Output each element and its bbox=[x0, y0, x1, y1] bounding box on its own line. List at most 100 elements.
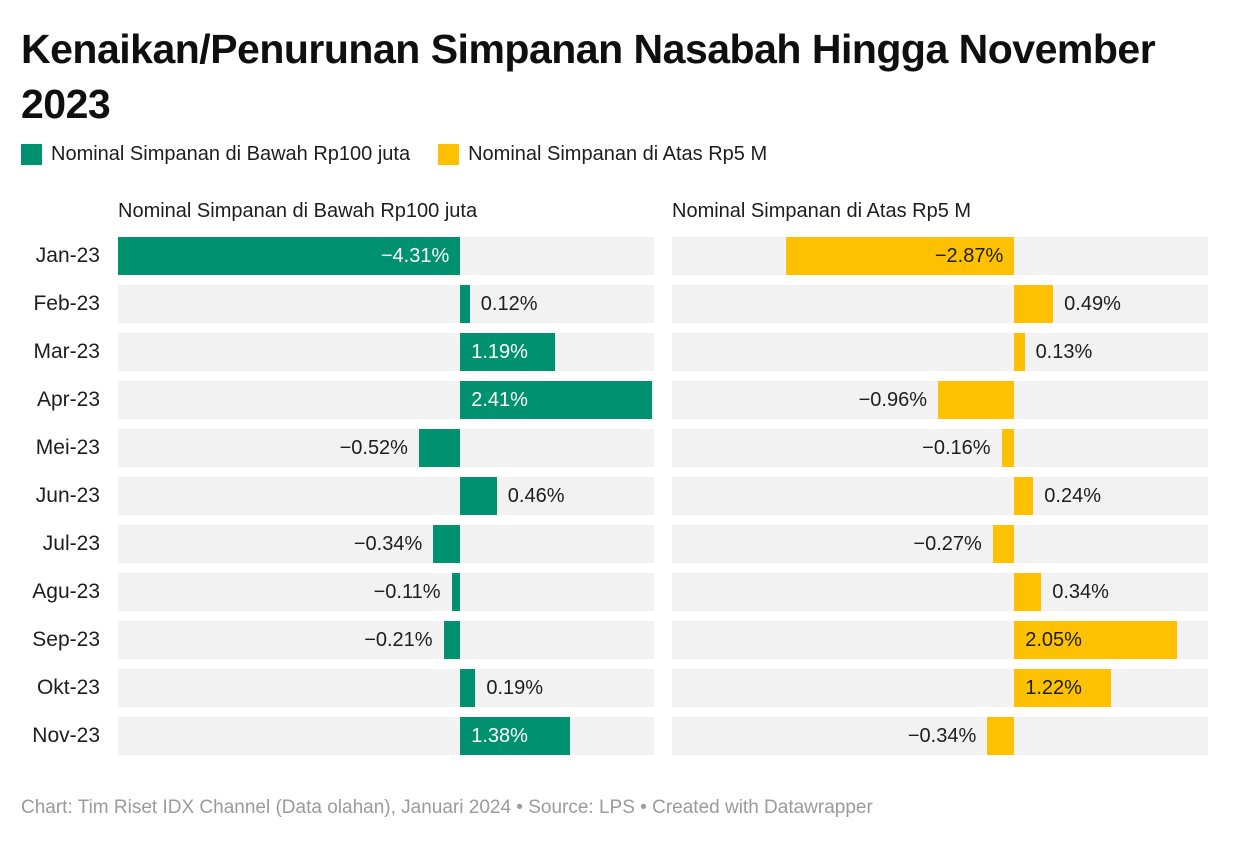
bar bbox=[938, 381, 1015, 419]
bar-value-label: −0.27% bbox=[913, 533, 982, 555]
bar-track: 2.05% bbox=[672, 621, 1208, 659]
chart-row: Jun-23 0.46% 0.24% bbox=[20, 477, 1208, 515]
column-headers: Nominal Simpanan di Bawah Rp100 juta Nom… bbox=[20, 198, 1208, 224]
row-label: Jun-23 bbox=[35, 484, 100, 507]
bar-value-label: −0.52% bbox=[339, 437, 408, 459]
bar-value-label: 0.19% bbox=[486, 677, 544, 699]
bar bbox=[1014, 573, 1042, 611]
bar bbox=[118, 237, 461, 275]
grouped-bar-chart: Nominal Simpanan di Bawah Rp100 juta Nom… bbox=[20, 198, 1208, 765]
bar bbox=[1014, 477, 1034, 515]
bar-track: 1.38% bbox=[118, 717, 654, 755]
chart-row: Mei-23 −0.52% −0.16% bbox=[20, 429, 1208, 467]
bar bbox=[451, 573, 461, 611]
bar bbox=[460, 669, 476, 707]
bar-track: 2.41% bbox=[118, 381, 654, 419]
legend-item-label: Nominal Simpanan di Bawah Rp100 juta bbox=[51, 143, 411, 165]
bar-track: 1.19% bbox=[118, 333, 654, 371]
bar-value-label: 2.05% bbox=[1025, 629, 1082, 651]
bar bbox=[460, 477, 497, 515]
bar-track: −0.16% bbox=[672, 429, 1208, 467]
legend-item-label: Nominal Simpanan di Atas Rp5 M bbox=[468, 143, 768, 165]
bar-track: −2.87% bbox=[672, 237, 1208, 275]
bar-value-label: 0.49% bbox=[1064, 293, 1121, 315]
column-header-left: Nominal Simpanan di Bawah Rp100 juta bbox=[118, 199, 478, 222]
chart-rows: Jan-23 −4.31% −2.87% Feb-23 0.12% 0.49% Mar-23… bbox=[20, 237, 1208, 755]
bar-value-label: −0.21% bbox=[364, 629, 433, 651]
row-label: Okt-23 bbox=[36, 676, 100, 699]
row-label: Feb-23 bbox=[33, 292, 100, 315]
row-label: Agu-23 bbox=[32, 580, 100, 603]
bar-track: −0.27% bbox=[672, 525, 1208, 563]
bar-track: 0.46% bbox=[118, 477, 654, 515]
bar bbox=[987, 717, 1015, 755]
bar-value-label: 0.34% bbox=[1052, 581, 1109, 603]
legend-item: Nominal Simpanan di Bawah Rp100 juta bbox=[21, 143, 410, 166]
row-label: Apr-23 bbox=[36, 388, 100, 411]
row-label: Sep-23 bbox=[32, 628, 100, 651]
bar bbox=[460, 333, 555, 371]
bar bbox=[1014, 285, 1054, 323]
bar bbox=[1014, 333, 1025, 371]
bar-value-label: −0.34% bbox=[353, 533, 423, 555]
bar bbox=[418, 429, 461, 467]
bar bbox=[1014, 669, 1112, 707]
row-label: Jul-23 bbox=[42, 532, 100, 555]
row-label: Mei-23 bbox=[35, 436, 100, 459]
bar-track: −0.34% bbox=[672, 717, 1208, 755]
row-label: Jan-23 bbox=[35, 244, 100, 267]
chart-row: Agu-23 −0.11% 0.34% bbox=[20, 573, 1208, 611]
bar-value-label: 0.24% bbox=[1044, 485, 1102, 507]
bar bbox=[460, 717, 570, 755]
page-title: Kenaikan/Penurunan Simpanan Nasabah Hing… bbox=[21, 26, 1156, 127]
chart-row: Okt-23 0.19% 1.22% bbox=[20, 669, 1208, 707]
bar bbox=[1014, 621, 1178, 659]
bar-track: 0.19% bbox=[118, 669, 654, 707]
bar-value-label: −0.11% bbox=[373, 581, 441, 603]
bar bbox=[992, 525, 1015, 563]
bar-value-label: 1.19% bbox=[471, 341, 528, 363]
bar-track: 0.24% bbox=[672, 477, 1208, 515]
bar bbox=[443, 621, 461, 659]
bar-track: −0.52% bbox=[118, 429, 654, 467]
column-header-right: Nominal Simpanan di Atas Rp5 M bbox=[672, 199, 972, 222]
bar-value-label: 0.46% bbox=[507, 485, 565, 507]
bar-track: −4.31% bbox=[118, 237, 654, 275]
chart-row: Mar-23 1.19% 0.13% bbox=[20, 333, 1208, 371]
bar bbox=[786, 237, 1015, 275]
bar-value-label: −4.31% bbox=[380, 245, 450, 267]
bar-track: −0.96% bbox=[672, 381, 1208, 419]
bar-track: 0.34% bbox=[672, 573, 1208, 611]
bar-track: 0.12% bbox=[118, 285, 654, 323]
chart-row: Apr-23 2.41% −0.96% bbox=[20, 381, 1208, 419]
bar bbox=[433, 525, 461, 563]
legend-item: Nominal Simpanan di Atas Rp5 M bbox=[438, 143, 767, 166]
row-label: Nov-23 bbox=[32, 724, 100, 747]
bar-value-label: 1.22% bbox=[1025, 677, 1082, 699]
legend-swatch-teal bbox=[21, 144, 42, 165]
bar bbox=[460, 381, 652, 419]
chart-row: Nov-23 1.38% −0.34% bbox=[20, 717, 1208, 755]
bar-track: 0.13% bbox=[672, 333, 1208, 371]
chart-row: Jan-23 −4.31% −2.87% bbox=[20, 237, 1208, 275]
bar-value-label: 2.41% bbox=[471, 389, 528, 411]
legend-swatch-yellow bbox=[438, 144, 460, 165]
bar-value-label: 0.12% bbox=[480, 293, 538, 315]
bar-value-label: 0.13% bbox=[1035, 341, 1093, 363]
bar-value-label: −0.16% bbox=[922, 437, 991, 459]
bar-value-label: −0.96% bbox=[858, 389, 928, 411]
bar-track: 1.22% bbox=[672, 669, 1208, 707]
bar-track: −0.21% bbox=[118, 621, 654, 659]
bar bbox=[1001, 429, 1015, 467]
footer-note: Chart: Tim Riset IDX Channel (Data olaha… bbox=[21, 797, 873, 818]
legend: Nominal Simpanan di Bawah Rp100 juta Nom… bbox=[21, 143, 767, 166]
bar-value-label: 1.38% bbox=[471, 725, 528, 747]
bar-value-label: −2.87% bbox=[934, 245, 1004, 267]
bar-track: −0.11% bbox=[118, 573, 654, 611]
row-label: Mar-23 bbox=[33, 340, 100, 363]
bar-value-label: −0.34% bbox=[907, 725, 977, 747]
chart-row: Sep-23 −0.21% 2.05% bbox=[20, 621, 1208, 659]
chart-row: Feb-23 0.12% 0.49% bbox=[20, 285, 1208, 323]
bar-track: 0.49% bbox=[672, 285, 1208, 323]
